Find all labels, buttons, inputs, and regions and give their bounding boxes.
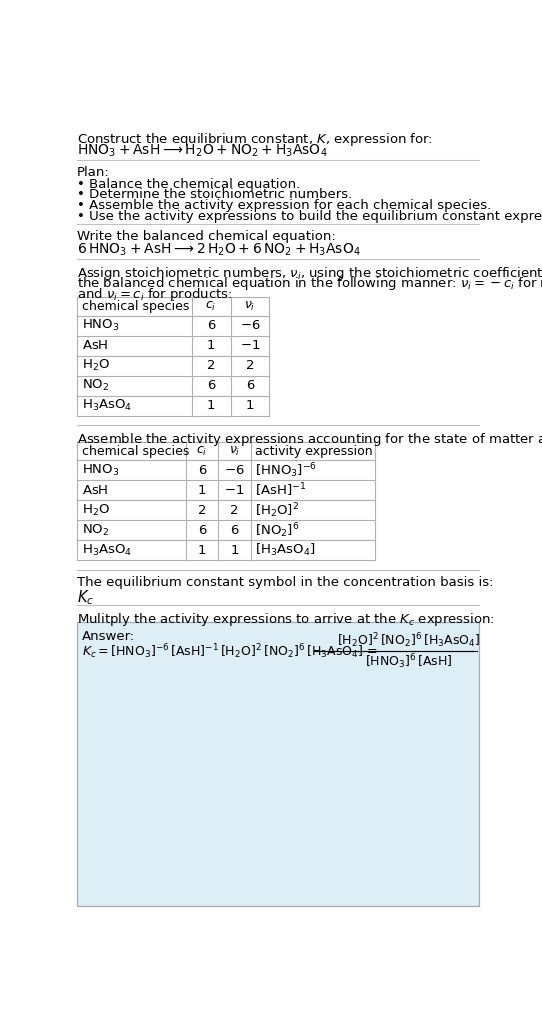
Text: $-6$: $-6$ (224, 463, 244, 477)
Text: 6: 6 (198, 524, 206, 537)
Text: $\mathrm{H_2O}$: $\mathrm{H_2O}$ (82, 502, 110, 518)
Text: $\mathrm{6\,HNO_3 + AsH \longrightarrow 2\,H_2O + 6\,NO_2 + H_3AsO_4}$: $\mathrm{6\,HNO_3 + AsH \longrightarrow … (77, 242, 361, 258)
Text: Assemble the activity expressions accounting for the state of matter and $\nu_i$: Assemble the activity expressions accoun… (77, 430, 542, 448)
Text: and $\nu_i = c_i$ for products:: and $\nu_i = c_i$ for products: (77, 286, 233, 303)
Text: $\mathrm{NO_2}$: $\mathrm{NO_2}$ (82, 378, 109, 394)
Text: 1: 1 (198, 544, 206, 557)
Text: 1: 1 (230, 544, 238, 557)
Text: $\mathrm{HNO_3 + AsH \longrightarrow H_2O + NO_2 + H_3AsO_4}$: $\mathrm{HNO_3 + AsH \longrightarrow H_2… (77, 144, 328, 160)
Text: $[\mathrm{NO_2}]^6$: $[\mathrm{NO_2}]^6$ (255, 521, 300, 540)
Text: Construct the equilibrium constant, $K$, expression for:: Construct the equilibrium constant, $K$,… (77, 131, 433, 148)
Text: $[\mathrm{AsH}]^{-1}$: $[\mathrm{AsH}]^{-1}$ (255, 482, 306, 499)
Text: $\mathrm{AsH}$: $\mathrm{AsH}$ (82, 339, 108, 352)
Text: 1: 1 (207, 339, 215, 352)
Text: $\nu_i$: $\nu_i$ (244, 299, 256, 313)
Text: 6: 6 (207, 319, 215, 332)
Text: $\mathrm{H_2O}$: $\mathrm{H_2O}$ (82, 358, 110, 373)
Text: activity expression: activity expression (255, 445, 373, 457)
Text: • Balance the chemical equation.: • Balance the chemical equation. (77, 177, 300, 191)
Text: $\mathrm{H_3AsO_4}$: $\mathrm{H_3AsO_4}$ (82, 543, 132, 558)
Text: • Use the activity expressions to build the equilibrium constant expression.: • Use the activity expressions to build … (77, 210, 542, 223)
Text: 2: 2 (230, 504, 238, 517)
Text: 1: 1 (246, 399, 254, 412)
Text: 6: 6 (230, 524, 238, 537)
Text: $[\mathrm{H_2O}]^2\,[\mathrm{NO_2}]^6\,[\mathrm{H_3AsO_4}]$: $[\mathrm{H_2O}]^2\,[\mathrm{NO_2}]^6\,[… (337, 631, 480, 650)
Text: $\nu_i$: $\nu_i$ (229, 445, 240, 457)
Text: Assign stoichiometric numbers, $\nu_i$, using the stoichiometric coefficients, $: Assign stoichiometric numbers, $\nu_i$, … (77, 264, 542, 282)
Text: $c_i$: $c_i$ (196, 445, 208, 457)
Text: Mulitply the activity expressions to arrive at the $K_c$ expression:: Mulitply the activity expressions to arr… (77, 611, 495, 628)
Text: Answer:: Answer: (82, 629, 135, 643)
Text: $[\mathrm{HNO_3}]^6\,[\mathrm{AsH}]$: $[\mathrm{HNO_3}]^6\,[\mathrm{AsH}]$ (365, 653, 453, 671)
Text: $\mathrm{HNO_3}$: $\mathrm{HNO_3}$ (82, 318, 119, 333)
Text: $\mathrm{AsH}$: $\mathrm{AsH}$ (82, 484, 108, 497)
Text: $\mathrm{HNO_3}$: $\mathrm{HNO_3}$ (82, 462, 119, 478)
Text: The equilibrium constant symbol in the concentration basis is:: The equilibrium constant symbol in the c… (77, 576, 494, 588)
Text: 2: 2 (198, 504, 206, 517)
Text: $[\mathrm{HNO_3}]^{-6}$: $[\mathrm{HNO_3}]^{-6}$ (255, 461, 318, 480)
Text: $K_c = [\mathrm{HNO_3}]^{-6}\,[\mathrm{AsH}]^{-1}\,[\mathrm{H_2O}]^2\,[\mathrm{N: $K_c = [\mathrm{HNO_3}]^{-6}\,[\mathrm{A… (82, 642, 378, 660)
Text: 2: 2 (246, 359, 254, 372)
Text: 6: 6 (246, 379, 254, 393)
Text: chemical species: chemical species (82, 445, 189, 457)
Text: Write the balanced chemical equation:: Write the balanced chemical equation: (77, 230, 336, 243)
Text: $[\mathrm{H_2O}]^2$: $[\mathrm{H_2O}]^2$ (255, 501, 299, 520)
Text: $-6$: $-6$ (240, 319, 260, 332)
Text: • Determine the stoichiometric numbers.: • Determine the stoichiometric numbers. (77, 189, 352, 202)
Text: $-1$: $-1$ (224, 484, 244, 497)
Text: Plan:: Plan: (77, 166, 110, 179)
Text: $c_i$: $c_i$ (205, 299, 217, 313)
Text: $[\mathrm{H_3AsO_4}]$: $[\mathrm{H_3AsO_4}]$ (255, 542, 315, 559)
Text: $\mathrm{H_3AsO_4}$: $\mathrm{H_3AsO_4}$ (82, 398, 132, 413)
Text: • Assemble the activity expression for each chemical species.: • Assemble the activity expression for e… (77, 199, 491, 212)
Text: $-1$: $-1$ (240, 339, 260, 352)
Text: 1: 1 (198, 484, 206, 497)
Text: $K_c$: $K_c$ (77, 588, 94, 607)
Text: 1: 1 (207, 399, 215, 412)
Text: the balanced chemical equation in the following manner: $\nu_i = -c_i$ for react: the balanced chemical equation in the fo… (77, 276, 542, 292)
Text: 6: 6 (198, 463, 206, 477)
FancyBboxPatch shape (77, 622, 479, 906)
Text: $\mathrm{NO_2}$: $\mathrm{NO_2}$ (82, 523, 109, 538)
Text: 6: 6 (207, 379, 215, 393)
Text: chemical species: chemical species (82, 299, 189, 313)
Text: 2: 2 (207, 359, 215, 372)
